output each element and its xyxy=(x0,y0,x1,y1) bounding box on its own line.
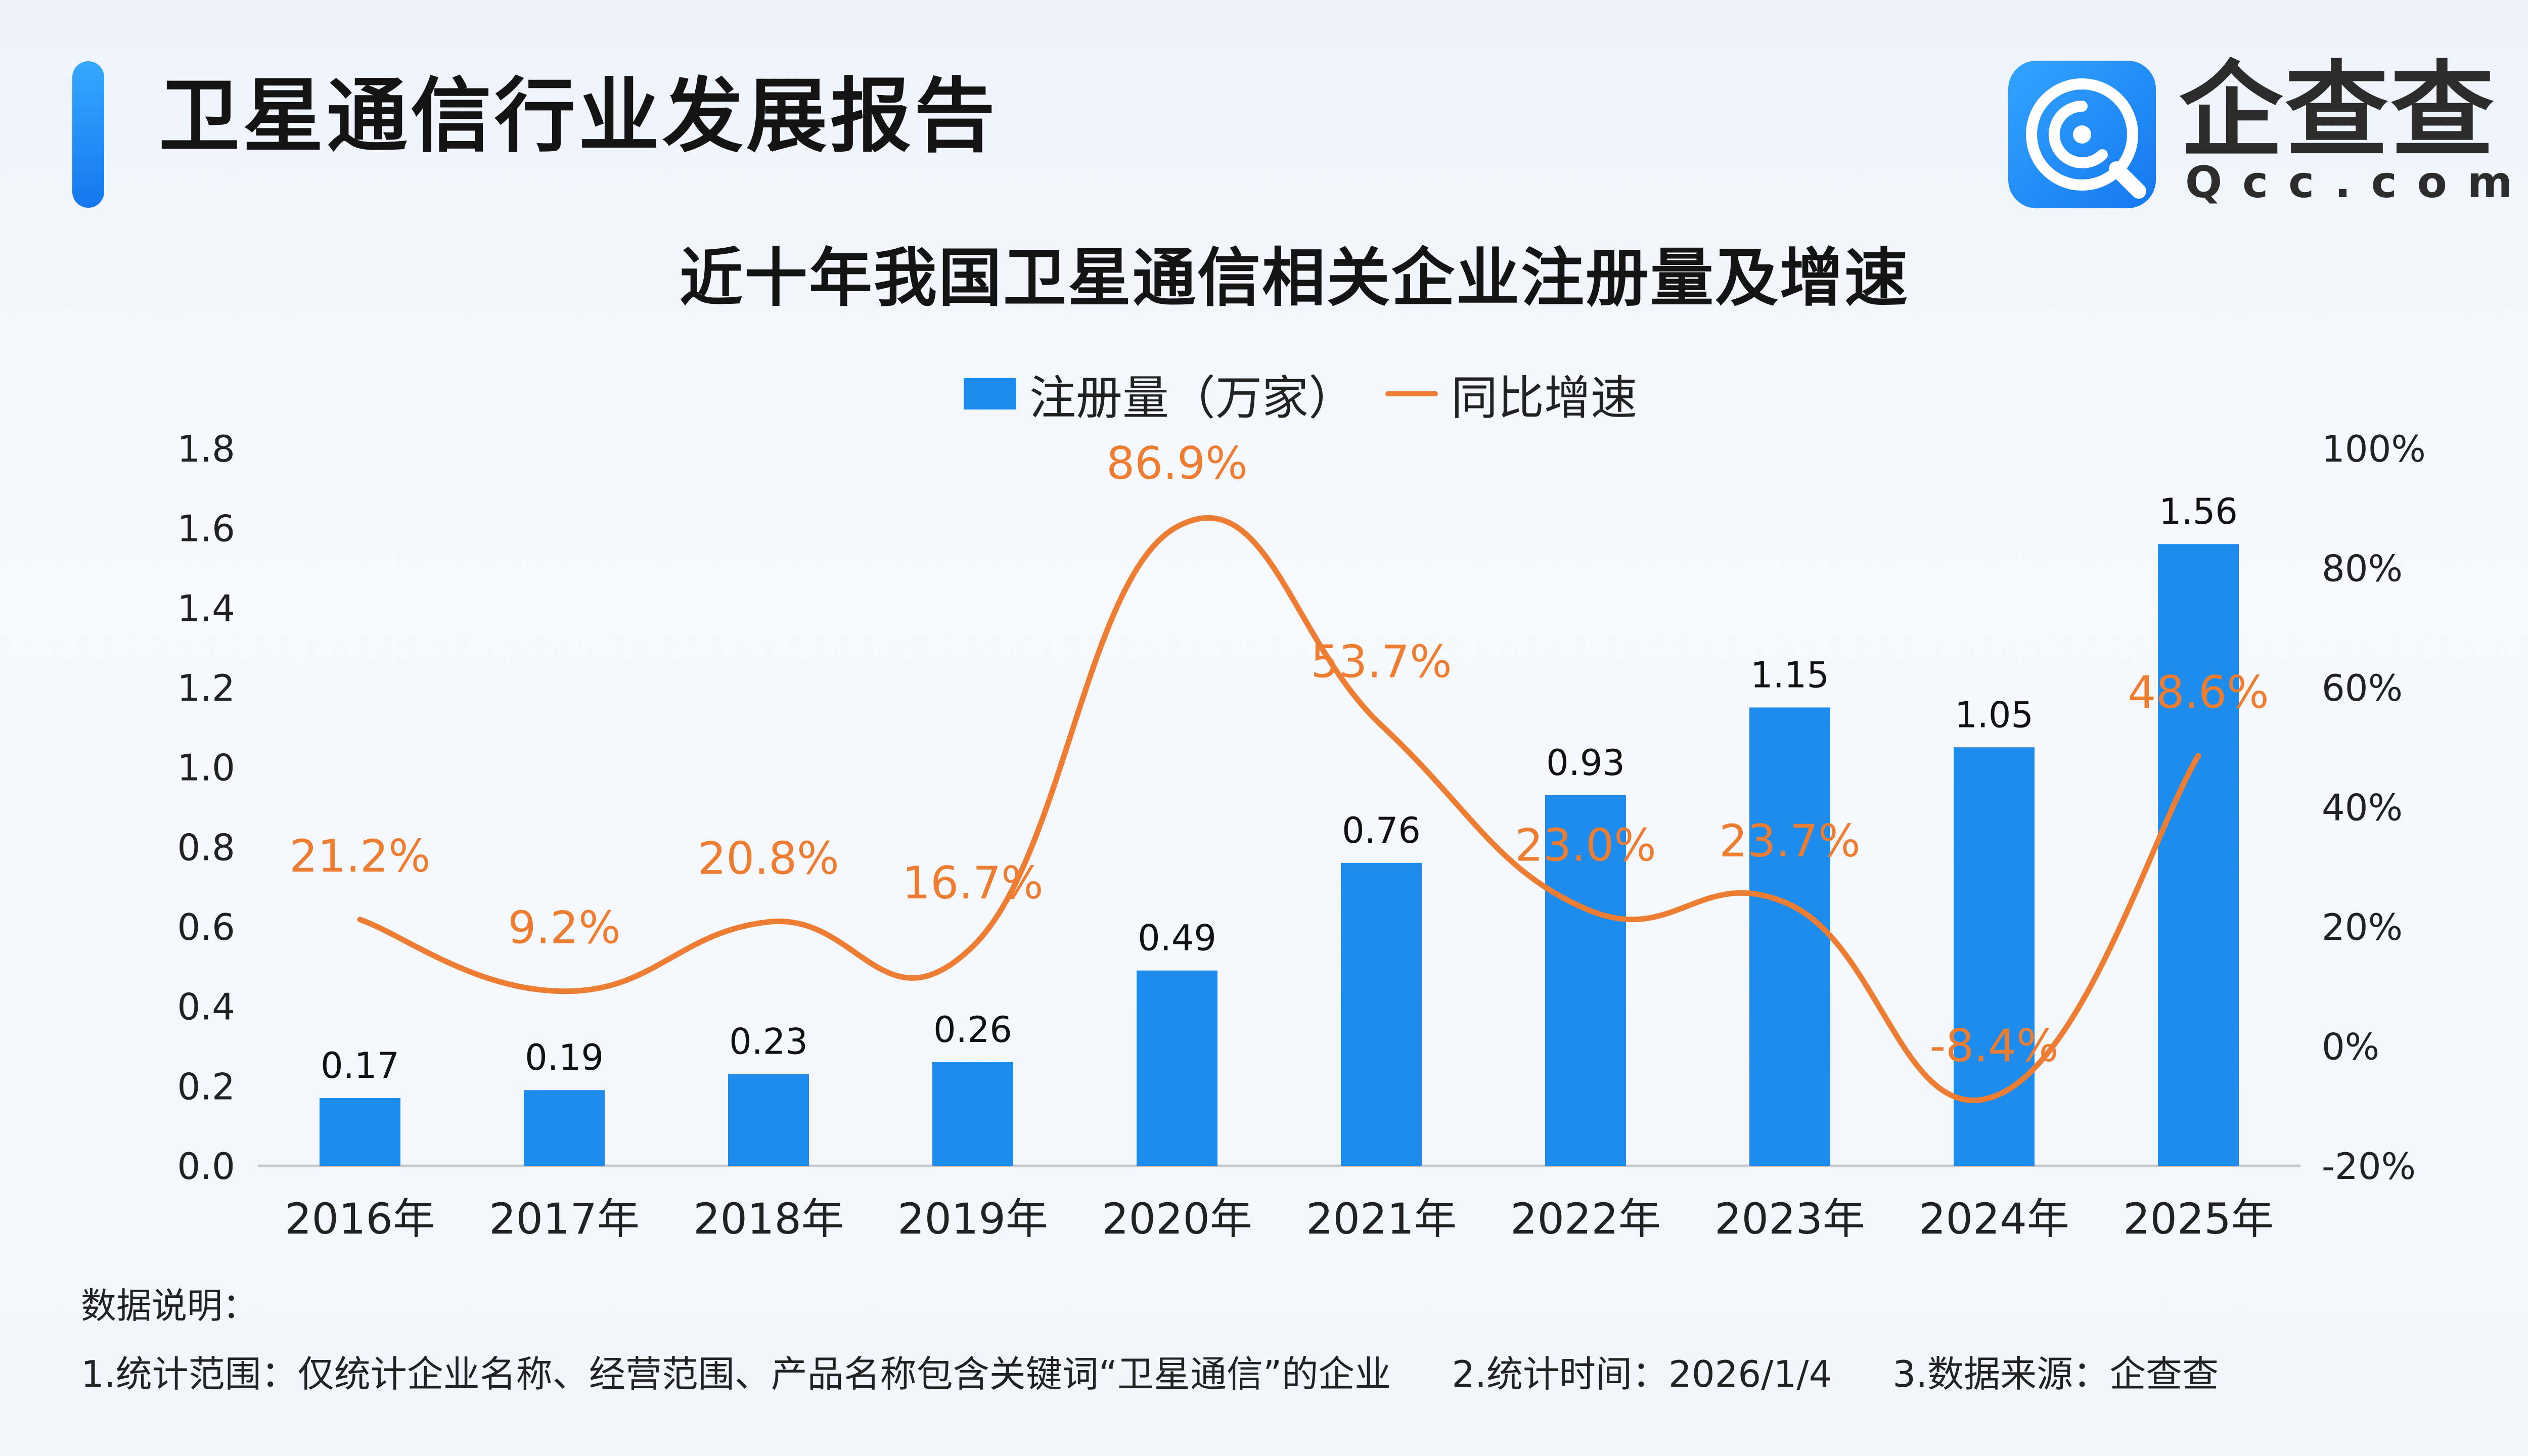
growth-rate-label: -8.4% xyxy=(1929,1020,2058,1072)
x-tick-label: 2018年 xyxy=(693,1194,844,1244)
x-tick-label: 2017年 xyxy=(489,1194,640,1244)
x-tick-label: 2022年 xyxy=(1510,1194,1661,1244)
y-left-tick-label: 0.2 xyxy=(177,1065,235,1108)
bar xyxy=(2158,544,2239,1166)
legend-line-label: 同比增速 xyxy=(1451,371,1638,425)
growth-rate-label: 53.7% xyxy=(1311,635,1452,688)
bar-value-label: 0.17 xyxy=(321,1045,399,1086)
y-left-tick-label: 1.0 xyxy=(177,747,235,789)
growth-rate-label: 20.8% xyxy=(698,833,839,885)
x-tick-label: 2024年 xyxy=(1919,1194,2069,1244)
x-tick-label: 2021年 xyxy=(1306,1194,1457,1244)
bar-value-label: 0.93 xyxy=(1546,742,1625,784)
x-tick-label: 2025年 xyxy=(2123,1194,2274,1244)
x-tick-label: 2020年 xyxy=(1102,1194,1252,1244)
x-tick-label: 2019年 xyxy=(897,1194,1048,1244)
bar xyxy=(524,1090,605,1166)
growth-rate-label: 21.2% xyxy=(289,830,431,882)
y-left-tick-label: 0.4 xyxy=(177,986,235,1028)
bar-value-label: 1.15 xyxy=(1750,654,1829,696)
bar-value-label: 0.76 xyxy=(1342,810,1421,851)
growth-rate-label: 9.2% xyxy=(508,902,621,954)
y-right-tick-label: -20% xyxy=(2322,1145,2416,1188)
growth-rate-label: 16.7% xyxy=(902,857,1044,909)
growth-rate-label: 48.6% xyxy=(2128,666,2269,718)
y-right-tick-label: 20% xyxy=(2322,906,2403,948)
growth-rate-label: 23.0% xyxy=(1515,820,1656,872)
bar xyxy=(320,1098,400,1166)
bar xyxy=(1749,707,1830,1166)
bar-value-label: 1.05 xyxy=(1955,694,2034,736)
bar-value-label: 0.49 xyxy=(1138,918,1216,959)
x-tick-label: 2016年 xyxy=(285,1194,435,1244)
x-tick-label: 2023年 xyxy=(1714,1194,1865,1244)
y-left-tick-label: 0.6 xyxy=(177,906,235,948)
y-right-tick-label: 40% xyxy=(2322,787,2403,829)
bar-value-label: 0.26 xyxy=(933,1009,1012,1051)
bar-value-label: 0.23 xyxy=(729,1021,808,1063)
chart-legend: 注册量（万家） 同比增速 xyxy=(964,366,1637,425)
bar xyxy=(1341,862,1422,1166)
note-scope: 1.统计范围：仅统计企业名称、经营范围、产品名称包含关键词“卫星通信”的企业 xyxy=(81,1353,1391,1395)
legend-line-swatch xyxy=(1385,391,1438,396)
bar xyxy=(1545,795,1626,1166)
y-right-tick-label: 80% xyxy=(2322,548,2403,590)
bar-value-label: 1.56 xyxy=(2159,491,2238,532)
note-source: 3.数据来源：企查查 xyxy=(1892,1353,2219,1395)
legend-bar-swatch xyxy=(964,378,1016,410)
y-right-tick-label: 100% xyxy=(2322,428,2426,470)
chart-title: 近十年我国卫星通信相关企业注册量及增速 xyxy=(680,242,1909,315)
logo-text-cn: 企查查 xyxy=(2179,51,2496,171)
bar xyxy=(728,1074,809,1166)
y-left-tick-label: 1.2 xyxy=(177,667,235,709)
growth-rate-line xyxy=(357,515,2201,1103)
growth-rate-label: 23.7% xyxy=(1719,815,1861,867)
note-time: 2.统计时间：2026/1/4 xyxy=(1452,1353,1832,1395)
y-right-tick-label: 60% xyxy=(2322,667,2403,709)
legend-bar-label: 注册量（万家） xyxy=(1029,371,1356,425)
y-left-tick-label: 1.6 xyxy=(177,508,235,550)
logo-text-en: Qcc.com xyxy=(2185,157,2528,208)
y-left-tick-label: 1.4 xyxy=(177,587,235,629)
notes-heading: 数据说明： xyxy=(81,1285,258,1327)
qcc-logo-icon xyxy=(2008,61,2156,208)
bar xyxy=(1137,970,1217,1166)
bar-value-label: 0.19 xyxy=(525,1037,604,1078)
y-left-tick-label: 0.8 xyxy=(177,826,235,869)
y-left-tick-label: 1.8 xyxy=(177,428,235,470)
bar xyxy=(1954,747,2035,1166)
y-right-tick-label: 0% xyxy=(2322,1026,2379,1068)
y-left-tick-label: 0.0 xyxy=(177,1145,235,1188)
title-accent-bar xyxy=(72,61,104,208)
notes-line: 1.统计范围：仅统计企业名称、经营范围、产品名称包含关键词“卫星通信”的企业 2… xyxy=(81,1356,2219,1392)
growth-rate-label: 86.9% xyxy=(1106,437,1248,489)
bar xyxy=(932,1062,1013,1166)
report-title: 卫星通信行业发展报告 xyxy=(159,69,999,163)
